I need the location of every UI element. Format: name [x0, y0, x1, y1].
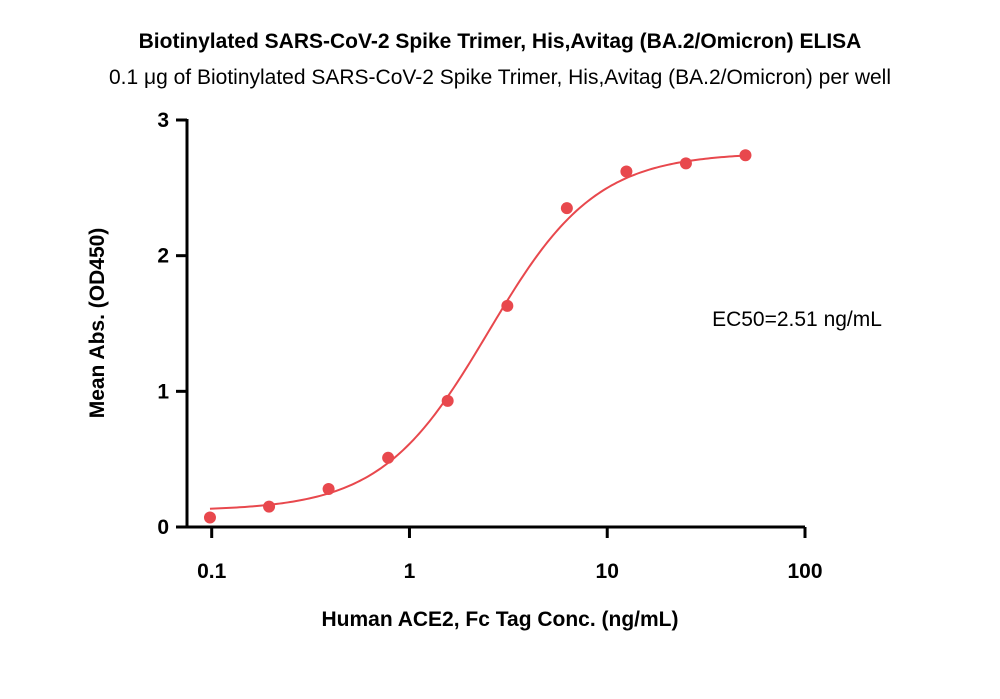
- x-axis-title: Human ACE2, Fc Tag Conc. (ng/mL): [321, 608, 678, 631]
- ec50-annotation: EC50=2.51 ng/mL: [712, 308, 882, 331]
- y-tick-label: 2: [157, 245, 169, 268]
- x-tick-label: 10: [596, 560, 619, 583]
- data-point: [203, 511, 216, 524]
- data-point: [441, 394, 454, 407]
- y-tick-label: 1: [157, 380, 169, 403]
- fit-curve-layer: [209, 154, 746, 510]
- x-tick-label: 100: [787, 560, 822, 583]
- data-point: [382, 451, 395, 464]
- data-point: [620, 165, 633, 178]
- data-point: [560, 202, 573, 215]
- x-tick-label: 0.1: [197, 560, 227, 583]
- x-tick-label: 1: [404, 560, 416, 583]
- y-tick-label: 3: [157, 109, 169, 132]
- chart-title: Biotinylated SARS-CoV-2 Spike Trimer, Hi…: [138, 30, 862, 53]
- data-point: [679, 157, 692, 170]
- axes: 0 1 2 3 0.1 1 10 100: [157, 109, 822, 583]
- data-points-layer: [203, 149, 752, 524]
- y-tick-label: 0: [157, 516, 169, 539]
- fit-curve: [209, 154, 746, 510]
- data-point: [322, 483, 335, 496]
- data-point: [263, 500, 276, 513]
- y-axis-title: Mean Abs. (OD450): [86, 228, 109, 419]
- data-point: [501, 299, 514, 312]
- data-point: [739, 149, 752, 162]
- chart-subtitle: 0.1 μg of Biotinylated SARS-CoV-2 Spike …: [108, 66, 891, 89]
